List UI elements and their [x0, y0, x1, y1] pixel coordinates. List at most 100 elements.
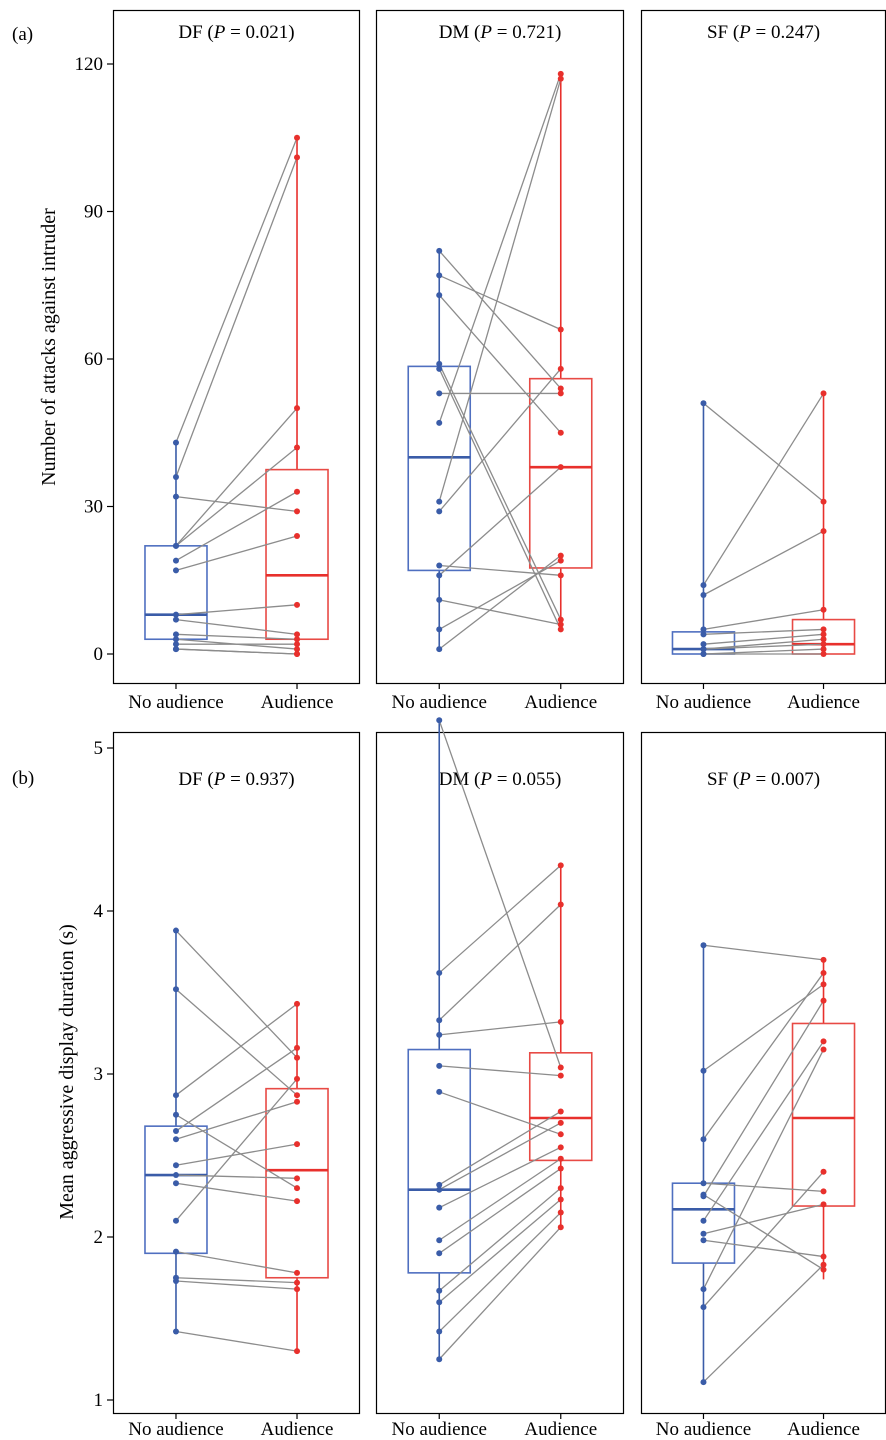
pair-line — [439, 1188, 561, 1291]
pair-line — [176, 497, 297, 512]
point-no-audience — [173, 440, 179, 446]
panel-title: DF (P = 0.937) — [178, 769, 294, 790]
point-no-audience — [436, 717, 442, 723]
panel-title-p: P — [479, 22, 492, 43]
point-no-audience — [700, 1379, 706, 1385]
point-no-audience — [700, 1136, 706, 1142]
pair-line — [703, 1001, 823, 1197]
pair-line — [176, 649, 297, 654]
y-tick-label: 3 — [94, 1064, 104, 1085]
pair-line — [176, 1332, 297, 1352]
point-no-audience — [173, 928, 179, 934]
point-no-audience — [436, 1356, 442, 1362]
pair-line — [176, 1252, 297, 1273]
panel-title-prefix: SF ( — [707, 769, 739, 790]
point-no-audience — [173, 1136, 179, 1142]
point-audience — [294, 1185, 300, 1191]
point-no-audience — [436, 248, 442, 254]
point-no-audience — [436, 1063, 442, 1069]
point-audience — [821, 1047, 827, 1053]
point-audience — [294, 533, 300, 539]
point-audience — [294, 1099, 300, 1105]
point-no-audience — [173, 1329, 179, 1335]
pair-line — [439, 364, 561, 620]
box-iqr — [530, 379, 592, 568]
point-no-audience — [436, 499, 442, 505]
point-no-audience — [173, 646, 179, 652]
x-tick-label: No audience — [656, 692, 751, 713]
chart-panel: DF (P = 0.021) No audience Audience — [114, 11, 360, 714]
panel-title-suffix: = 0.055) — [492, 769, 561, 790]
point-no-audience — [173, 1249, 179, 1255]
point-no-audience — [700, 1231, 706, 1237]
point-no-audience — [700, 1286, 706, 1292]
point-audience — [294, 405, 300, 411]
pair-line — [176, 989, 297, 1095]
x-tick-label: Audience — [524, 692, 597, 713]
point-no-audience — [436, 420, 442, 426]
point-audience — [558, 1156, 564, 1162]
point-audience — [558, 366, 564, 372]
point-no-audience — [173, 1162, 179, 1168]
point-no-audience — [700, 1193, 706, 1199]
point-audience — [294, 489, 300, 495]
panel-title-suffix: = 0.021) — [225, 22, 294, 43]
point-audience — [294, 135, 300, 141]
panel-title-prefix: DF ( — [178, 769, 213, 790]
point-no-audience — [173, 1218, 179, 1224]
point-no-audience — [173, 1128, 179, 1134]
panel-title: SF (P = 0.007) — [707, 769, 820, 790]
row-label: (b) — [12, 768, 34, 789]
point-audience — [558, 1166, 564, 1172]
chart-panel: DM (P = 0.721)No audience Audience — [377, 11, 624, 714]
point-audience — [821, 1038, 827, 1044]
panel-title-prefix: DM ( — [439, 22, 481, 43]
point-audience — [558, 572, 564, 578]
x-tick-label: Audience — [261, 692, 334, 713]
pair-line — [439, 1022, 561, 1035]
point-no-audience — [436, 1089, 442, 1095]
point-audience — [558, 622, 564, 628]
point-no-audience — [436, 1017, 442, 1023]
panel-frame — [377, 733, 624, 1414]
point-no-audience — [436, 646, 442, 652]
pair-line — [703, 531, 823, 595]
pair-line — [703, 1050, 823, 1290]
chart-row: (b)Mean aggressive display duration (s)1… — [12, 717, 886, 1440]
point-no-audience — [700, 651, 706, 657]
pair-line — [703, 945, 823, 960]
pair-line — [439, 1213, 561, 1332]
point-audience — [294, 651, 300, 657]
point-audience — [294, 1141, 300, 1147]
point-no-audience — [700, 1304, 706, 1310]
pair-line — [176, 620, 297, 635]
point-no-audience — [436, 1329, 442, 1335]
point-audience — [821, 651, 827, 657]
point-audience — [558, 430, 564, 436]
panel-title-suffix: = 0.937) — [225, 769, 294, 790]
box-iqr — [266, 470, 328, 640]
point-audience — [558, 1224, 564, 1230]
pair-line — [703, 403, 823, 501]
pair-line — [176, 138, 297, 443]
pair-line — [703, 1183, 823, 1191]
panel-title-p: P — [213, 769, 226, 790]
point-no-audience — [173, 1172, 179, 1178]
point-audience — [558, 1073, 564, 1079]
box-iqr — [266, 1089, 328, 1278]
point-no-audience — [700, 1218, 706, 1224]
panel-frame — [114, 733, 360, 1414]
point-audience — [558, 1120, 564, 1126]
point-audience — [821, 1254, 827, 1260]
pair-line — [439, 369, 561, 630]
panel-title-p: P — [479, 769, 492, 790]
point-no-audience — [173, 567, 179, 573]
point-no-audience — [436, 563, 442, 569]
point-no-audience — [436, 572, 442, 578]
chart-row: (a)Number of attacks against intruder030… — [12, 11, 886, 714]
x-tick-label: Audience — [787, 1419, 860, 1440]
pair-line — [176, 1079, 297, 1221]
panel-title-p: P — [213, 22, 226, 43]
point-audience — [294, 1001, 300, 1007]
